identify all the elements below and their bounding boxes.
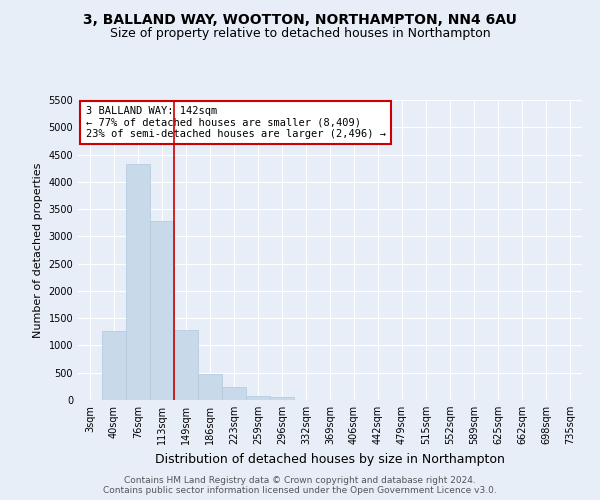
Bar [270, 398, 294, 400]
Bar [174, 330, 198, 400]
Y-axis label: Number of detached properties: Number of detached properties [33, 162, 43, 338]
Bar [222, 388, 246, 400]
Text: 3 BALLAND WAY: 142sqm
← 77% of detached houses are smaller (8,409)
23% of semi-d: 3 BALLAND WAY: 142sqm ← 77% of detached … [86, 106, 386, 139]
Bar [198, 374, 222, 400]
Text: 3, BALLAND WAY, WOOTTON, NORTHAMPTON, NN4 6AU: 3, BALLAND WAY, WOOTTON, NORTHAMPTON, NN… [83, 12, 517, 26]
Text: Contains HM Land Registry data © Crown copyright and database right 2024.
Contai: Contains HM Land Registry data © Crown c… [103, 476, 497, 495]
Text: Size of property relative to detached houses in Northampton: Size of property relative to detached ho… [110, 28, 490, 40]
Bar [246, 396, 270, 400]
X-axis label: Distribution of detached houses by size in Northampton: Distribution of detached houses by size … [155, 452, 505, 466]
Bar [150, 220, 174, 400]
Bar [102, 330, 126, 400]
Bar [126, 164, 150, 400]
